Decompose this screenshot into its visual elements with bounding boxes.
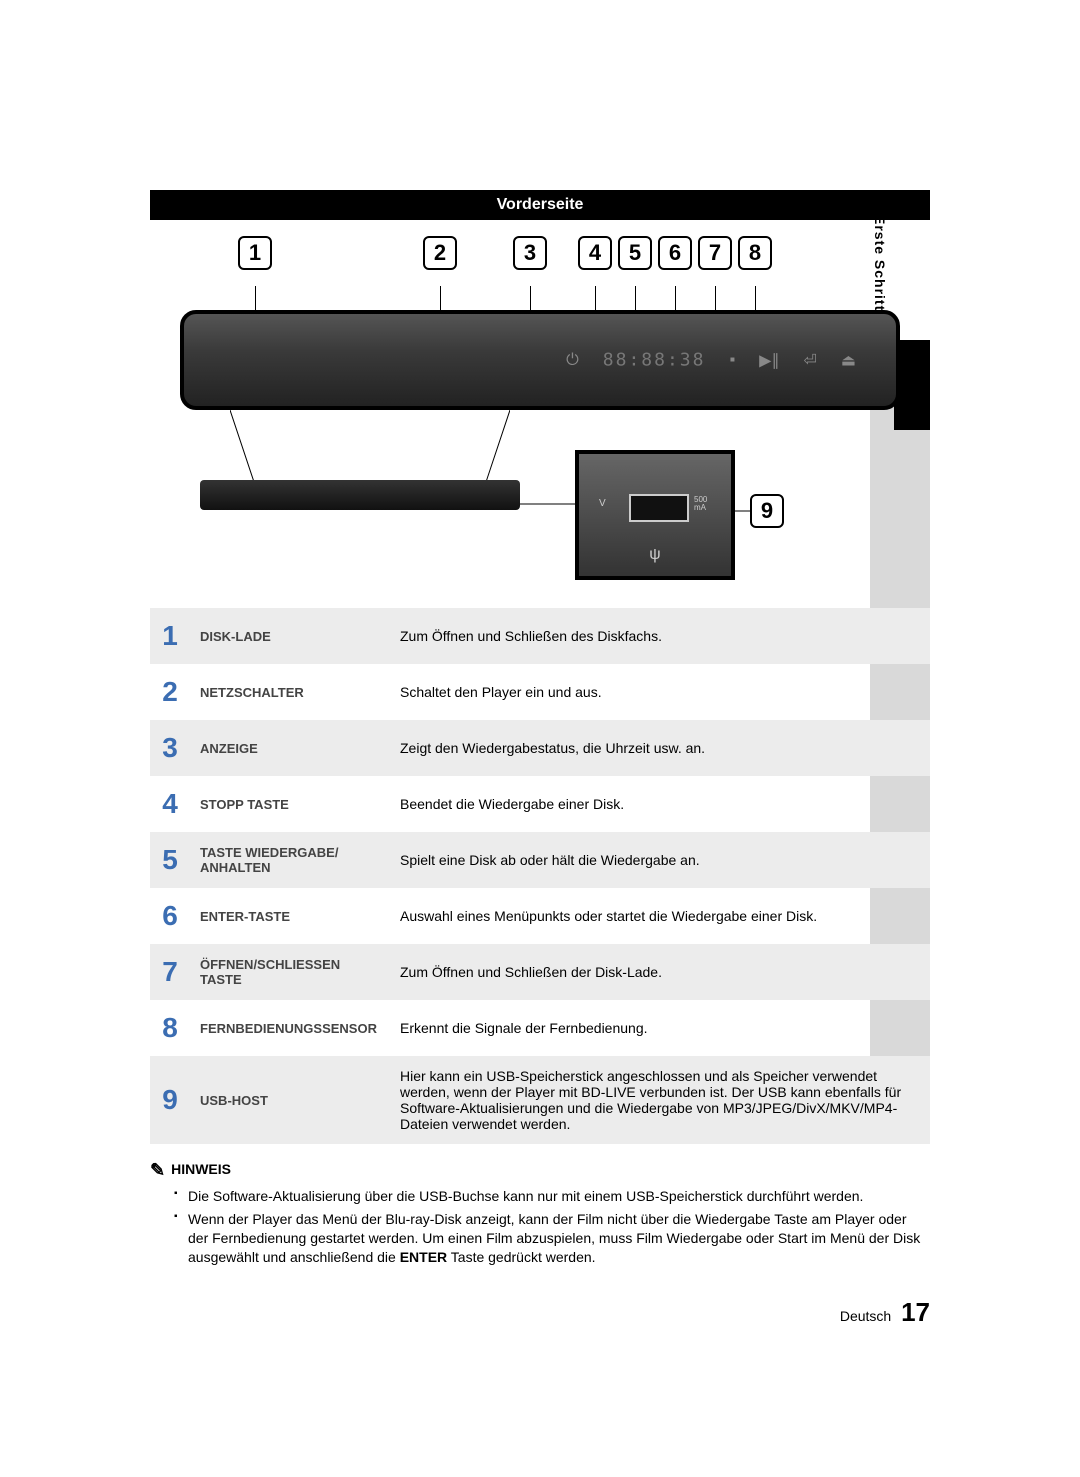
row-desc: Auswahl eines Menüpunkts oder startet di… bbox=[390, 888, 930, 944]
power-icon: ⏻ bbox=[566, 351, 579, 369]
section-number: 03 bbox=[872, 195, 890, 211]
table-row: 6ENTER-TASTEAuswahl eines Menüpunkts ode… bbox=[150, 888, 930, 944]
row-number: 1 bbox=[150, 608, 190, 664]
row-label: USB-HOST bbox=[190, 1056, 390, 1144]
callout-4: 4 bbox=[578, 236, 612, 270]
table-row: 3ANZEIGEZeigt den Wiedergabestatus, die … bbox=[150, 720, 930, 776]
front-panel-diagram: 12345678 ⏻ 88:88:38 ▪ ▶︎∥ ⏎ ⏏ V 500mA ψ bbox=[150, 220, 930, 600]
row-desc: Zeigt den Wiedergabestatus, die Uhrzeit … bbox=[390, 720, 930, 776]
footer-lang: Deutsch bbox=[840, 1308, 891, 1324]
callout-8: 8 bbox=[738, 236, 772, 270]
row-number: 2 bbox=[150, 664, 190, 720]
page-footer: Deutsch 17 bbox=[150, 1297, 930, 1328]
callout-row: 1 2 345678 bbox=[150, 236, 930, 276]
callout-6: 6 bbox=[658, 236, 692, 270]
usb-symbol-icon: ψ bbox=[649, 546, 660, 564]
row-desc: Beendet die Wiedergabe einer Disk. bbox=[390, 776, 930, 832]
row-label: ÖFFNEN/SCHLIESSEN TASTE bbox=[190, 944, 390, 1000]
display-readout: 88:88:38 bbox=[603, 350, 706, 371]
callout-2: 2 bbox=[423, 236, 457, 270]
row-label: ANZEIGE bbox=[190, 720, 390, 776]
table-row: 7ÖFFNEN/SCHLIESSEN TASTEZum Öffnen und S… bbox=[150, 944, 930, 1000]
callout-1: 1 bbox=[238, 236, 272, 270]
stop-icon: ▪ bbox=[729, 351, 735, 369]
description-table: 1DISK-LADEZum Öffnen und Schließen des D… bbox=[150, 608, 930, 1144]
row-desc: Zum Öffnen und Schließen des Diskfachs. bbox=[390, 608, 930, 664]
callout-3: 3 bbox=[513, 236, 547, 270]
note-item: Wenn der Player das Menü der Blu-ray-Dis… bbox=[174, 1210, 930, 1267]
row-desc: Erkennt die Signale der Fernbedienung. bbox=[390, 1000, 930, 1056]
row-label: STOPP TASTE bbox=[190, 776, 390, 832]
table-row: 5TASTE WIEDERGABE/ ANHALTENSpielt eine D… bbox=[150, 832, 930, 888]
row-number: 7 bbox=[150, 944, 190, 1000]
callout9-connector bbox=[520, 484, 750, 524]
footer-page: 17 bbox=[901, 1297, 930, 1327]
row-number: 8 bbox=[150, 1000, 190, 1056]
row-desc: Schaltet den Player ein und aus. bbox=[390, 664, 930, 720]
note-icon: ✎ bbox=[150, 1160, 165, 1180]
row-number: 9 bbox=[150, 1056, 190, 1144]
callout-7: 7 bbox=[698, 236, 732, 270]
note-heading: ✎HINWEIS bbox=[150, 1160, 930, 1181]
row-label: NETZSCHALTER bbox=[190, 664, 390, 720]
device-front-panel: ⏻ 88:88:38 ▪ ▶︎∥ ⏎ ⏏ bbox=[180, 310, 900, 410]
row-label: DISK-LADE bbox=[190, 608, 390, 664]
bold-enter: ENTER bbox=[400, 1249, 447, 1265]
row-label: ENTER-TASTE bbox=[190, 888, 390, 944]
row-desc: Zum Öffnen und Schließen der Disk-Lade. bbox=[390, 944, 930, 1000]
table-row: 8FERNBEDIENUNGSSENSORErkennt die Signale… bbox=[150, 1000, 930, 1056]
row-label: FERNBEDIENUNGSSENSOR bbox=[190, 1000, 390, 1056]
eject-icon: ⏏ bbox=[841, 350, 856, 370]
row-desc: Spielt eine Disk ab oder hält die Wieder… bbox=[390, 832, 930, 888]
page-title: Vorderseite bbox=[150, 190, 930, 220]
callout-9: 9 bbox=[750, 494, 784, 528]
player-body bbox=[200, 480, 520, 510]
row-desc: Hier kann ein USB-Speicherstick angeschl… bbox=[390, 1056, 930, 1144]
callout-5: 5 bbox=[618, 236, 652, 270]
note-item: Die Software-Aktualisierung über die USB… bbox=[174, 1187, 930, 1206]
note-block: ✎HINWEIS Die Software-Aktualisierung übe… bbox=[150, 1160, 930, 1267]
panel-icons: ⏻ 88:88:38 ▪ ▶︎∥ ⏎ ⏏ bbox=[566, 350, 856, 371]
table-row: 2NETZSCHALTERSchaltet den Player ein und… bbox=[150, 664, 930, 720]
note-list: Die Software-Aktualisierung über die USB… bbox=[150, 1187, 930, 1267]
table-row: 1DISK-LADEZum Öffnen und Schließen des D… bbox=[150, 608, 930, 664]
row-number: 4 bbox=[150, 776, 190, 832]
enter-icon: ⏎ bbox=[803, 350, 816, 370]
row-number: 5 bbox=[150, 832, 190, 888]
row-number: 3 bbox=[150, 720, 190, 776]
row-number: 6 bbox=[150, 888, 190, 944]
table-row: 9USB-HOSTHier kann ein USB-Speicherstick… bbox=[150, 1056, 930, 1144]
play-pause-icon: ▶︎∥ bbox=[759, 350, 779, 370]
table-row: 4STOPP TASTEBeendet die Wiedergabe einer… bbox=[150, 776, 930, 832]
row-label: TASTE WIEDERGABE/ ANHALTEN bbox=[190, 832, 390, 888]
